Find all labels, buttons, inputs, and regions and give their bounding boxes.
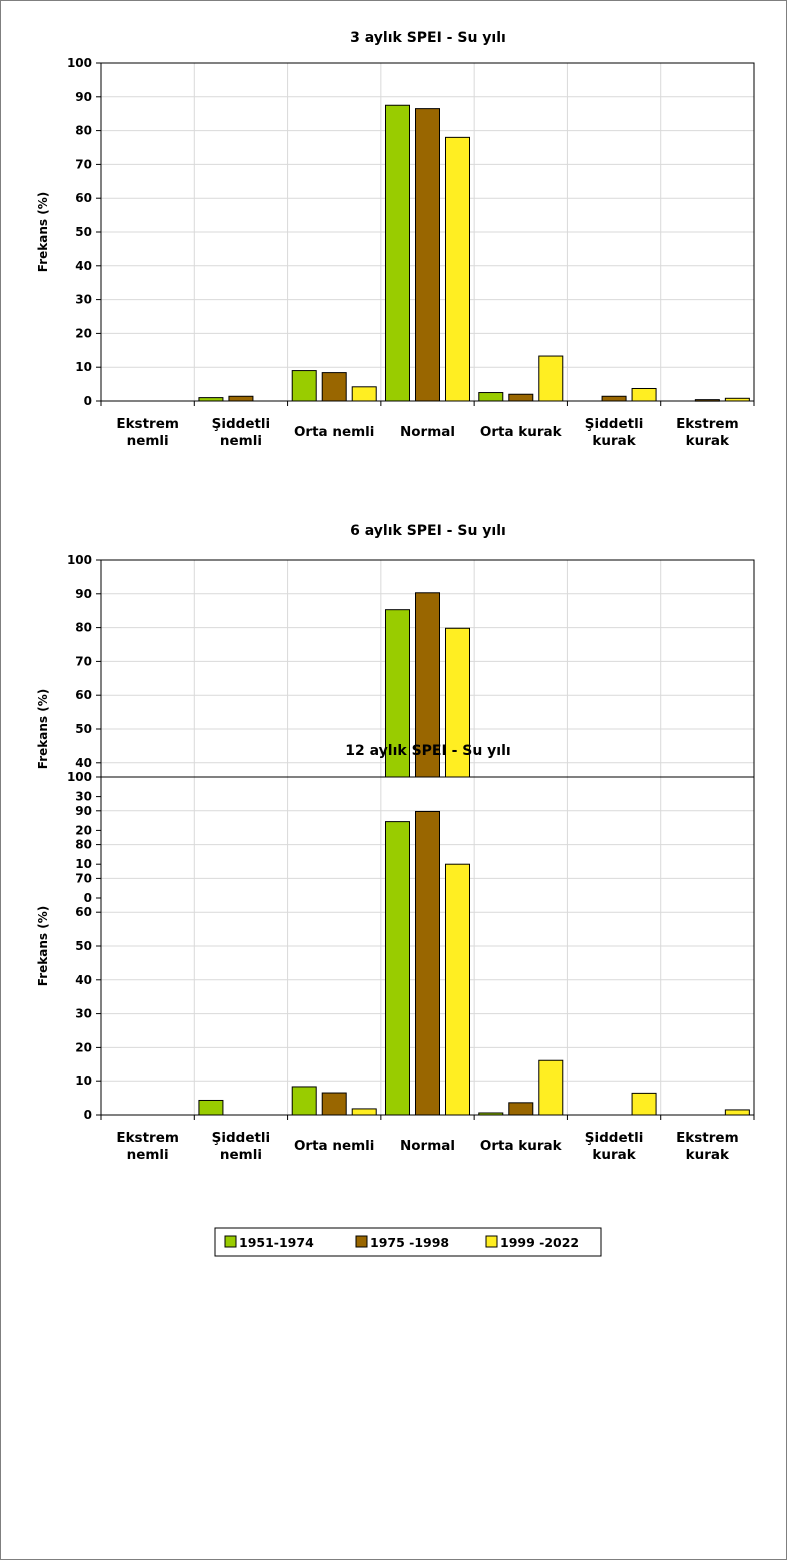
category-label: Orta nemli: [294, 424, 375, 440]
y-tick-label: 90: [75, 804, 92, 818]
bar-3-7: [724, 1109, 750, 1116]
category-label: Orta kurak: [480, 1138, 563, 1154]
y-tick-label: 80: [75, 621, 92, 635]
y-tick-label: 90: [75, 90, 92, 104]
y-tick-label: 70: [75, 157, 92, 171]
y-tick-label: 20: [75, 326, 92, 340]
bar-3-3: [351, 1108, 377, 1116]
y-tick-label: 10: [75, 857, 92, 871]
category-label: Ekstrem: [676, 1130, 739, 1146]
category-label: nemli: [127, 1147, 169, 1163]
bar-1-2: [198, 1099, 224, 1116]
legend: 1951-1974 1975 -1998 1999 -2022: [214, 1227, 602, 1257]
y-tick-label: 50: [75, 939, 92, 953]
y-tick-label: 30: [75, 293, 92, 307]
category-label: kurak: [686, 433, 730, 449]
category-label: nemli: [127, 433, 169, 449]
y-tick-label: 90: [75, 587, 92, 601]
category-label: Şiddetli: [212, 416, 271, 432]
chart-1: 3 aylık SPEI - Su yılı 0 10 20 30 40 50 60 70 80 9…: [36, 30, 755, 449]
y-tick-label: 0: [84, 891, 92, 905]
chart-3: 12 aylık SPEI - Su yılı 0 10 20 30 40 50 60 70 80…: [36, 743, 755, 1163]
bar-2-4: [415, 108, 440, 402]
y-tick-label: 0: [84, 1108, 92, 1122]
y-tick-label: 60: [75, 688, 92, 702]
bar-2-3: [321, 1092, 347, 1116]
category-label: Normal: [400, 424, 455, 440]
bar-2-5: [508, 1102, 534, 1116]
bar-1-2: [198, 397, 224, 402]
y-tick-label: 40: [75, 756, 92, 770]
bar-1-4: [385, 104, 410, 402]
category-label: Şiddetli: [585, 416, 644, 432]
y-tick-label: 10: [75, 1074, 92, 1088]
legend-swatch-3: [485, 1235, 498, 1248]
y-tick-label: 80: [75, 838, 92, 852]
y-axis-label: Frekans (%): [36, 192, 50, 272]
category-label: Şiddetli: [585, 1130, 644, 1146]
bar-3-6: [631, 387, 657, 402]
y-tick-label: 100: [67, 553, 92, 567]
y-axis-label: Frekans (%): [36, 906, 50, 986]
bar-3-4: [445, 136, 470, 402]
legend-swatch-2: [355, 1235, 368, 1248]
y-tick-label: 60: [75, 905, 92, 919]
bar-2-4: [415, 810, 440, 1116]
y-tick-label: 50: [75, 722, 92, 736]
chart-title: 6 aylık SPEI - Su yılı: [350, 523, 506, 539]
y-tick-label: 70: [75, 654, 92, 668]
category-label: Normal: [400, 1138, 455, 1154]
y-tick-label: 20: [75, 1040, 92, 1054]
y-tick-label: 40: [75, 973, 92, 987]
chart-title: 12 aylık SPEI - Su yılı: [345, 743, 510, 759]
bar-1-3: [291, 1086, 317, 1116]
category-label: Ekstrem: [676, 416, 739, 432]
y-tick-label: 0: [84, 394, 92, 408]
category-label: Ekstrem: [116, 1130, 179, 1146]
bar-1-4: [385, 821, 410, 1116]
y-tick-label: 80: [75, 124, 92, 138]
bar-1-5: [478, 392, 504, 402]
y-tick-label: 70: [75, 871, 92, 885]
y-axis-label: Frekans (%): [36, 689, 50, 769]
y-tick-label: 20: [75, 823, 92, 837]
bar-2-2: [228, 395, 254, 402]
bar-3-5: [538, 1059, 564, 1116]
category-label: Orta nemli: [294, 1138, 375, 1154]
legend-swatch-1: [224, 1235, 237, 1248]
legend-box: [214, 1227, 602, 1257]
category-label: Ekstrem: [116, 416, 179, 432]
category-label: Şiddetli: [212, 1130, 271, 1146]
y-tick-label: 100: [67, 56, 92, 70]
legend-label-2: 1975 -1998: [370, 1235, 449, 1250]
category-label: nemli: [220, 433, 262, 449]
legend-label-1: 1951-1974: [239, 1235, 314, 1250]
category-label: kurak: [592, 433, 636, 449]
y-tick-label: 100: [67, 770, 92, 784]
category-label: Orta kurak: [480, 424, 563, 440]
y-tick-label: 60: [75, 191, 92, 205]
y-tick-label: 30: [75, 790, 92, 804]
bar-3-3: [351, 386, 377, 402]
y-tick-label: 50: [75, 225, 92, 239]
y-tick-label: 10: [75, 360, 92, 374]
bar-2-3: [321, 372, 347, 402]
legend-label-3: 1999 -2022: [500, 1235, 579, 1250]
bar-3-4: [445, 863, 470, 1116]
bar-2-5: [508, 393, 534, 402]
category-label: kurak: [686, 1147, 730, 1163]
bar-1-3: [291, 370, 317, 402]
category-label: nemli: [220, 1147, 262, 1163]
bar-3-6: [631, 1092, 657, 1116]
chart-title: 3 aylık SPEI - Su yılı: [350, 30, 506, 46]
bar-3-5: [538, 355, 564, 402]
bar-2-6: [601, 395, 627, 402]
y-tick-label: 30: [75, 1007, 92, 1021]
y-tick-label: 40: [75, 259, 92, 273]
category-label: kurak: [592, 1147, 636, 1163]
